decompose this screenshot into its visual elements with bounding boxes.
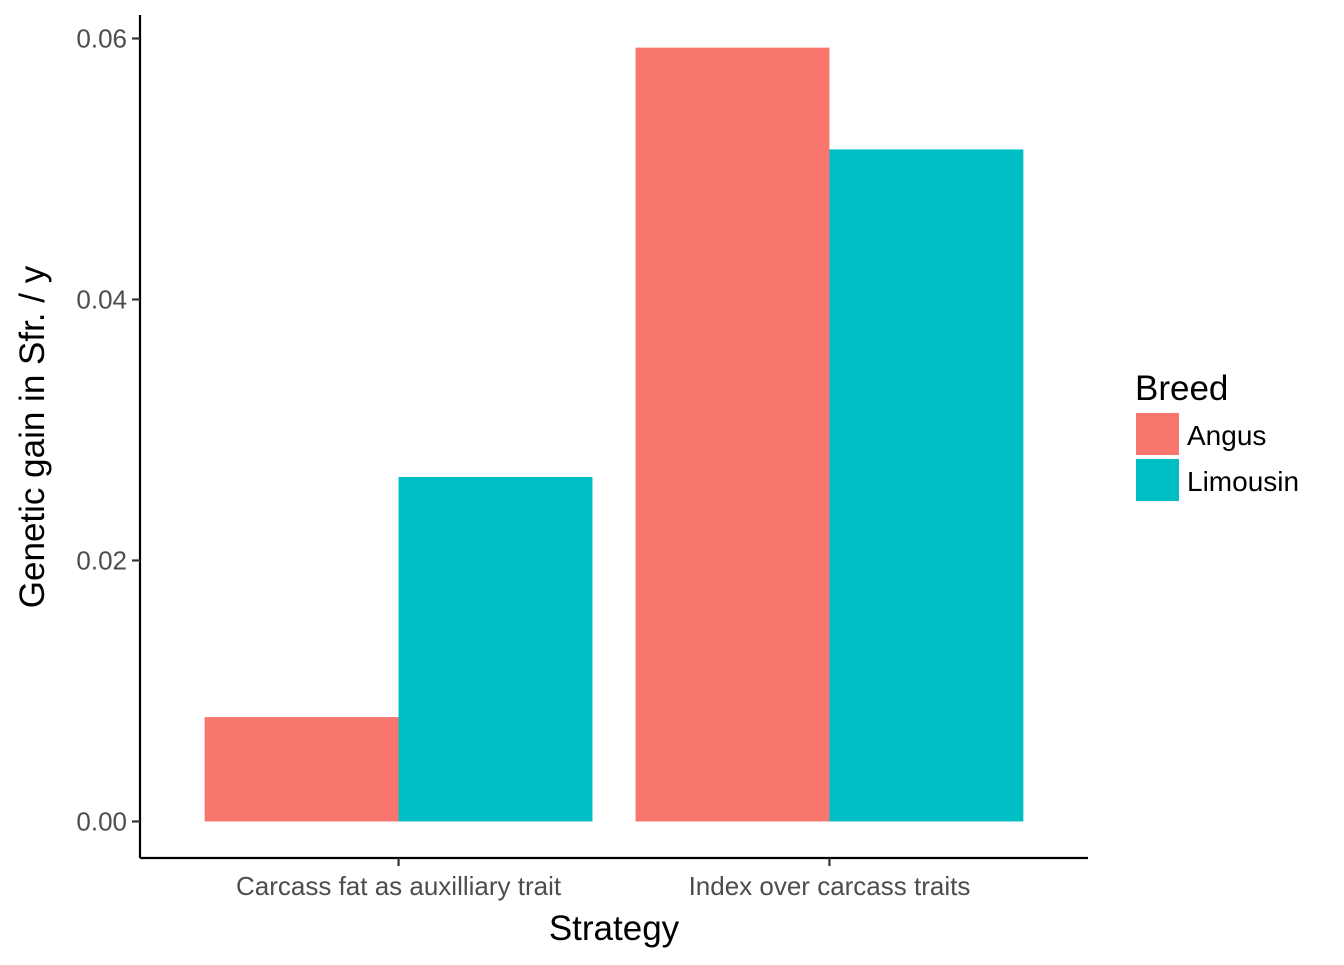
legend-key-limousin	[1136, 459, 1179, 501]
legend-title: Breed	[1135, 369, 1228, 408]
bar-angus-1	[204, 717, 399, 822]
legend-label-angus: Angus	[1187, 420, 1266, 451]
bar-limousin-1	[398, 476, 593, 822]
axes-layer	[138, 15, 1088, 860]
y-axis-title: Genetic gain in Sfr. / y	[13, 265, 52, 608]
x-tick-label: Carcass fat as auxilliary trait	[236, 871, 562, 901]
bar-angus-2	[635, 47, 830, 822]
y-tick-label: 0.06	[76, 23, 127, 53]
legend: Breed Angus Limousin	[1135, 369, 1299, 501]
x-ticks: Carcass fat as auxilliary trait Index ove…	[236, 858, 970, 901]
y-tick-label: 0.00	[76, 806, 127, 836]
bar-limousin-2	[829, 149, 1024, 822]
x-axis-title: Strategy	[549, 909, 680, 948]
x-tick-label: Index over carcass traits	[689, 871, 971, 901]
legend-key-angus	[1136, 413, 1179, 455]
y-tick-label: 0.02	[76, 545, 127, 575]
legend-label-limousin: Limousin	[1187, 466, 1299, 497]
bars-layer	[204, 47, 1024, 822]
y-ticks: 0.00 0.02 0.04 0.06	[76, 23, 140, 836]
legend-items: Angus Limousin	[1136, 413, 1299, 501]
y-tick-label: 0.04	[76, 284, 127, 314]
